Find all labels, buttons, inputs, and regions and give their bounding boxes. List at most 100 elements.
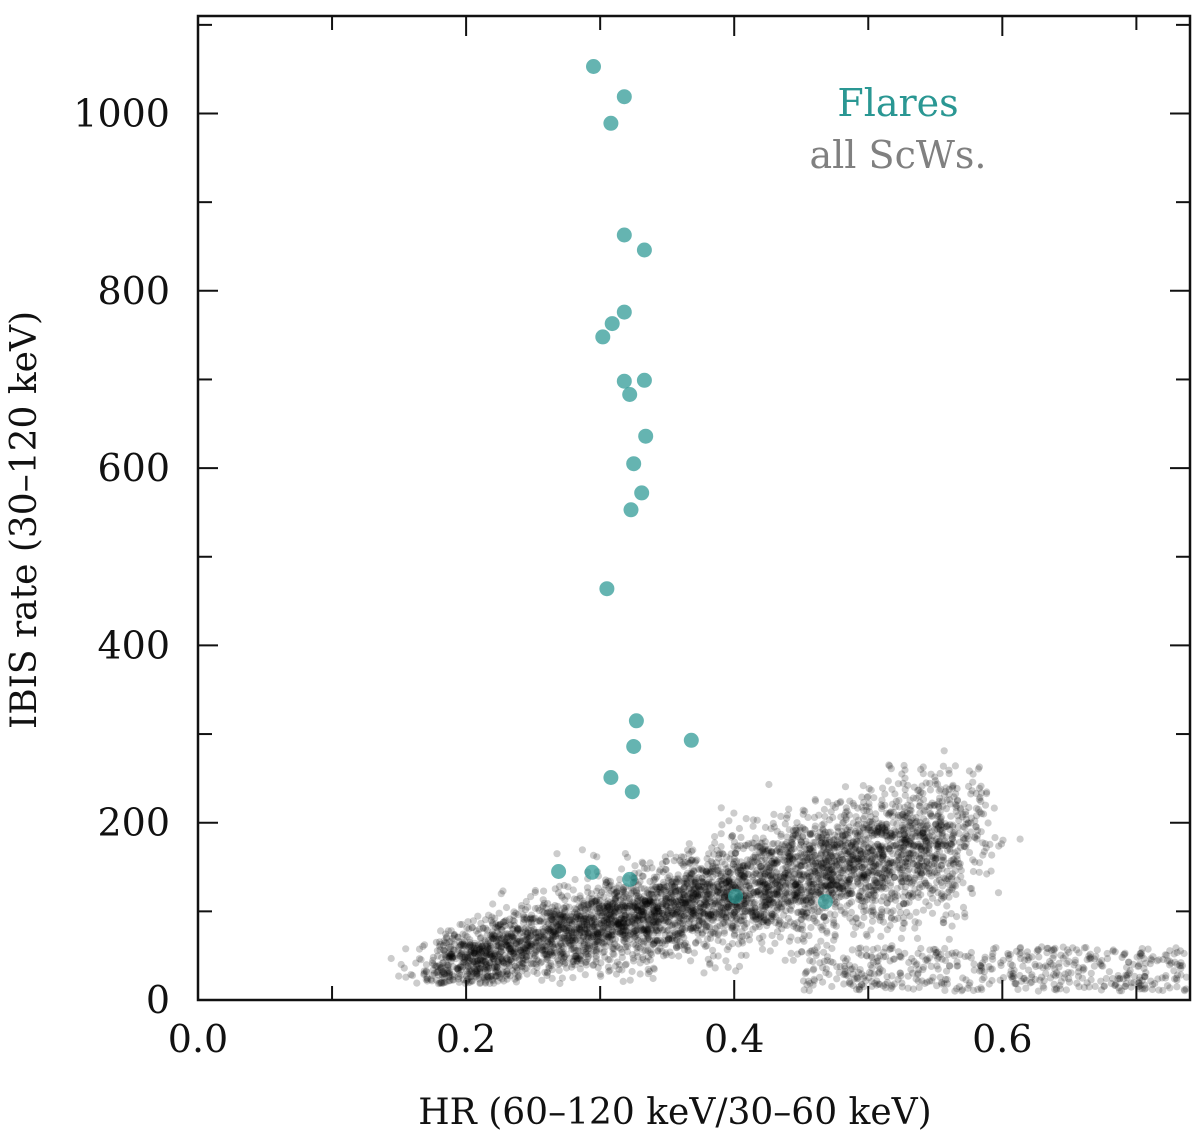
- scatter-point-all-scws: [660, 937, 668, 945]
- scatter-point-all-scws: [822, 868, 831, 876]
- scatter-point-all-scws: [617, 903, 625, 911]
- scatter-point-all-scws: [757, 857, 766, 865]
- scatter-point-all-scws: [561, 896, 569, 904]
- scatter-point-all-scws: [519, 956, 527, 964]
- scatter-point-all-scws: [650, 906, 658, 915]
- scatter-point-all-scws: [560, 904, 568, 912]
- scatter-point-all-scws: [806, 831, 814, 839]
- scatter-point-all-scws: [730, 854, 738, 863]
- scatter-point-all-scws: [810, 813, 819, 822]
- scatter-point-all-scws: [479, 924, 487, 932]
- scatter-point-all-scws: [756, 903, 765, 911]
- scatter-point-all-scws: [668, 922, 676, 930]
- scatter-point-all-scws: [968, 889, 977, 898]
- scatter-point-all-scws: [470, 963, 478, 972]
- scatter-point-all-scws: [557, 911, 565, 919]
- scatter-point-all-scws: [763, 917, 771, 925]
- scatter-point-all-scws: [871, 851, 879, 860]
- scatter-point-all-scws: [848, 890, 856, 898]
- scatter-point-all-scws: [665, 934, 673, 942]
- scatter-point-all-scws: [967, 885, 976, 893]
- scatter-point-all-scws: [912, 832, 920, 840]
- scatter-point-all-scws: [950, 881, 958, 889]
- scatter-point-all-scws: [846, 875, 854, 883]
- scatter-point-all-scws: [841, 855, 849, 863]
- scatter-point-all-scws: [772, 868, 781, 876]
- scatter-point-all-scws: [933, 899, 942, 907]
- scatter-point-all-scws: [620, 902, 628, 910]
- scatter-point-all-scws: [949, 781, 957, 789]
- scatter-point-all-scws: [784, 879, 792, 887]
- scatter-point-all-scws: [621, 961, 630, 969]
- scatter-point-all-scws: [914, 866, 922, 874]
- scatter-point-all-scws: [667, 878, 675, 886]
- scatter-point-all-scws: [739, 862, 747, 870]
- scatter-point-all-scws: [402, 973, 410, 981]
- scatter-point-all-scws: [876, 870, 885, 878]
- scatter-point-all-scws: [714, 882, 722, 891]
- scatter-point-all-scws: [879, 849, 887, 858]
- scatter-point-all-scws: [915, 833, 923, 841]
- scatter-point-all-scws: [889, 808, 898, 817]
- scatter-point-all-scws: [644, 965, 652, 974]
- scatter-point-all-scws: [472, 968, 480, 977]
- scatter-point-all-scws: [521, 944, 529, 952]
- scatter-point-all-scws: [826, 876, 834, 885]
- scatter-point-all-scws: [633, 948, 641, 957]
- scatter-point-all-scws: [928, 886, 936, 895]
- scatter-point-all-scws: [894, 975, 902, 983]
- scatter-point-all-scws: [584, 941, 592, 949]
- scatter-point-all-scws: [545, 950, 553, 959]
- scatter-point-all-scws: [754, 887, 763, 895]
- scatter-point-all-scws: [634, 903, 642, 911]
- scatter-point-all-scws: [1016, 835, 1024, 843]
- scatter-point-all-scws: [749, 822, 757, 830]
- scatter-point-all-scws: [688, 891, 697, 900]
- scatter-point-all-scws: [560, 904, 568, 913]
- scatter-point-all-scws: [806, 844, 814, 852]
- scatter-point-all-scws: [661, 894, 670, 902]
- scatter-point-all-scws: [585, 944, 594, 952]
- scatter-point-all-scws: [617, 927, 625, 936]
- scatter-point-all-scws: [920, 877, 929, 885]
- scatter-point-all-scws: [865, 883, 873, 891]
- scatter-point-all-scws: [928, 828, 936, 836]
- scatter-point-all-scws: [697, 915, 705, 924]
- scatter-point-all-scws: [767, 825, 775, 833]
- scatter-point-all-scws: [685, 890, 694, 898]
- scatter-point-all-scws: [856, 847, 864, 855]
- scatter-point-all-scws: [1093, 946, 1101, 954]
- scatter-point-all-scws: [773, 885, 781, 893]
- scatter-point-all-scws: [490, 979, 498, 987]
- scatter-point-all-scws: [621, 921, 630, 929]
- scatter-point-all-scws: [664, 906, 673, 915]
- scatter-point-all-scws: [706, 891, 715, 899]
- scatter-point-all-scws: [852, 914, 860, 922]
- scatter-point-all-scws: [493, 942, 501, 950]
- scatter-point-all-scws: [654, 904, 662, 913]
- scatter-point-all-scws: [823, 848, 831, 856]
- scatter-point-all-scws: [761, 880, 769, 888]
- scatter-point-all-scws: [718, 880, 726, 888]
- scatter-point-all-scws: [546, 935, 554, 943]
- scatter-point-all-scws: [792, 879, 800, 887]
- scatter-point-all-scws: [648, 927, 656, 935]
- scatter-point-all-scws: [984, 819, 992, 827]
- scatter-point-all-scws: [751, 911, 759, 920]
- scatter-point-all-scws: [949, 783, 957, 791]
- scatter-point-all-scws: [768, 857, 776, 866]
- scatter-point-all-scws: [621, 922, 629, 931]
- scatter-point-all-scws: [714, 887, 722, 895]
- scatter-point-all-scws: [877, 854, 885, 862]
- scatter-point-all-scws: [802, 913, 810, 921]
- scatter-point-all-scws: [831, 881, 839, 889]
- scatter-point-all-scws: [700, 940, 708, 948]
- scatter-point-all-scws: [445, 967, 453, 975]
- scatter-point-all-scws: [551, 930, 559, 938]
- scatter-point-all-scws: [803, 909, 812, 917]
- scatter-point-all-scws: [807, 923, 815, 932]
- scatter-point-all-scws: [927, 770, 935, 778]
- scatter-point-all-scws: [739, 939, 747, 947]
- scatter-point-all-scws: [688, 924, 696, 932]
- scatter-point-all-scws: [759, 881, 768, 889]
